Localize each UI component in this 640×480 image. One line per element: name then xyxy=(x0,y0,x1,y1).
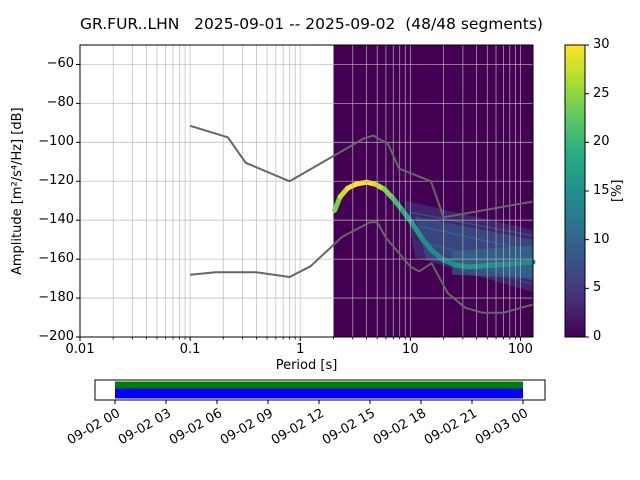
ppsd-spread-line xyxy=(438,254,534,286)
colorbar-tick-label: 0 xyxy=(593,329,602,344)
y-tick-label: −120 xyxy=(38,173,74,189)
y-tick-label: −160 xyxy=(38,251,74,267)
y-tick-label: −100 xyxy=(38,134,74,150)
nhnm-curve xyxy=(189,124,534,219)
y-tick-label: −140 xyxy=(38,212,74,228)
plot-title: GR.FUR..LHN 2025-09-01 -- 2025-09-02 (48… xyxy=(80,15,543,33)
colorbar-tick-label: 5 xyxy=(593,280,602,296)
x-axis-label: Period [s] xyxy=(275,358,338,373)
colorbar-tick-label: 20 xyxy=(593,134,610,150)
ppsd-spread-line xyxy=(410,211,534,237)
x-tick-label: 1 xyxy=(296,342,305,357)
colorbar-tick-label: 10 xyxy=(593,231,610,247)
ppsd-mode-segment xyxy=(520,259,536,266)
colorbar-tick-label: 25 xyxy=(593,85,610,101)
ppsd-spread-line xyxy=(418,225,534,253)
colorbar-gradient xyxy=(564,44,586,338)
y-tick-label: −60 xyxy=(46,56,74,72)
ppsd-mode-segment xyxy=(410,221,426,243)
ppsd-mode-segment xyxy=(400,208,416,227)
x-tick-label: 100 xyxy=(508,342,533,357)
x-tick-label: 0.01 xyxy=(65,342,95,357)
y-tick-label: −180 xyxy=(38,290,74,306)
y-tick-label: −200 xyxy=(38,329,74,344)
plot-frame xyxy=(79,44,534,338)
y-tick-label: −80 xyxy=(46,95,74,111)
timeline-data-bar xyxy=(115,388,523,399)
timeline-processed-bar xyxy=(115,381,523,389)
nlnm-curve xyxy=(190,221,534,314)
colorbar-tick-label: 30 xyxy=(593,37,610,52)
ppsd-mode-segment xyxy=(420,237,436,254)
x-tick-label: 0.1 xyxy=(179,342,201,357)
x-tick-label: 10 xyxy=(402,342,419,357)
colorbar-tick-label: 15 xyxy=(593,183,610,198)
